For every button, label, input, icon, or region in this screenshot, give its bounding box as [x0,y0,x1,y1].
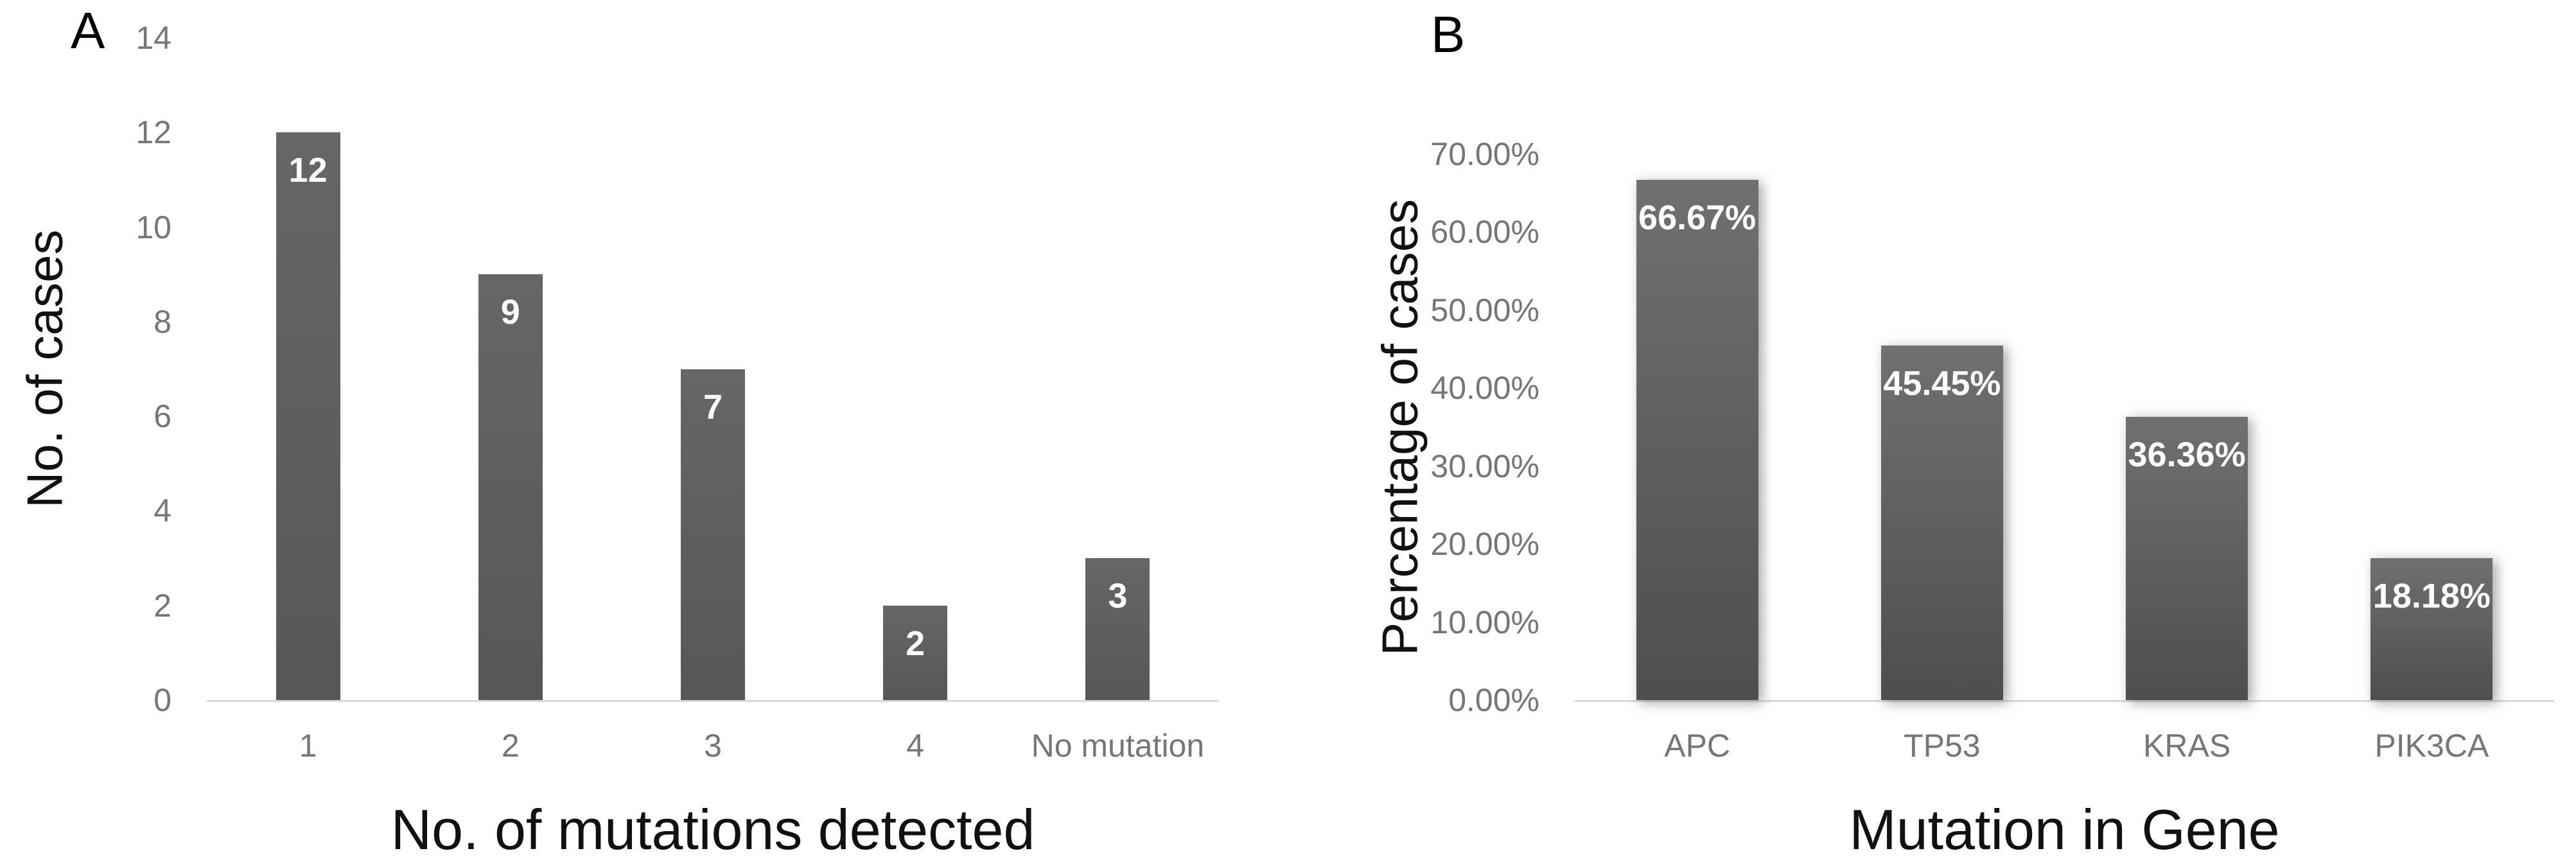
y-tick-label-14: 14 [136,20,171,56]
x-category-label-2: 2 [501,728,520,764]
panel-a-letter: A [71,2,105,59]
bar-value-label-4: 2 [906,624,925,663]
bar-apc: 66.67% [1636,180,1758,700]
bar-value-label-kras: 36.36% [2128,435,2246,474]
panel-b-x-axis-title: Mutation in Gene [1849,798,2280,860]
y-tick-label-40-00: 40.00% [1430,370,1539,407]
bar-tp53: 45.45% [1880,346,2003,700]
y-tick-label-60-00: 60.00% [1430,214,1539,250]
x-category-label-3: 3 [704,728,722,764]
bar-1: 12 [276,132,340,700]
bar-value-label-no-mutation: 3 [1108,577,1128,616]
panel-b-y-axis-title: Percentage of cases [1371,198,1428,656]
bar-value-label-apc: 66.67% [1638,198,1757,238]
x-category-label-pik3ca: PIK3CA [2374,728,2489,764]
y-tick-label-6: 6 [153,398,171,435]
bar-pik3ca: 18.18% [2370,558,2493,700]
panel-a-y-axis-title: No. of cases [16,229,73,509]
bar-value-label-pik3ca: 18.18% [2372,577,2491,616]
bar-value-label-2: 9 [500,293,520,332]
bar-value-label-3: 7 [703,387,723,426]
y-tick-label-30-00: 30.00% [1430,448,1539,484]
bar-value-label-tp53: 45.45% [1883,364,2001,403]
panel-a-plot-area: 14 12 10 8 6 4 2 0 12 1 9 2 7 3 2 4 3 No mutation [136,22,1219,762]
bar-no-mutation: 3 [1085,558,1150,700]
y-tick-label-10-00: 10.00% [1430,604,1539,640]
panel-b-plot-area: 70.00% 60.00% 50.00% 40.00% 30.00% 20.00% 10.0… [1430,138,2554,762]
y-tick-label-50-00: 50.00% [1430,292,1539,328]
x-category-label-1: 1 [299,728,317,764]
x-category-label-4: 4 [906,728,925,764]
y-tick-label-0: 0 [153,682,171,718]
panel-a-x-axis-title: No. of mutations detected [390,798,1035,860]
y-tick-label-2: 2 [153,587,171,624]
y-tick-label-70-00: 70.00% [1430,136,1539,172]
bar-4: 2 [883,605,948,700]
y-tick-label-8: 8 [153,303,171,340]
y-tick-label-20-00: 20.00% [1430,526,1539,563]
x-category-label-tp53: TP53 [1904,728,1981,764]
y-tick-label-12: 12 [136,114,171,151]
bar-3: 7 [681,369,745,700]
y-tick-label-0-00: 0.00% [1448,682,1539,718]
bar-value-label-1: 12 [288,151,328,190]
y-tick-label-4: 4 [153,493,171,529]
y-tick-label-10: 10 [136,209,171,245]
x-category-label-apc: APC [1664,728,1731,764]
bar-2: 9 [478,274,543,700]
x-category-label-kras: KRAS [2143,728,2231,764]
x-category-label-no-mutation: No mutation [1031,728,1205,764]
bar-kras: 36.36% [2126,416,2248,700]
panel-b-letter: B [1431,6,1466,63]
